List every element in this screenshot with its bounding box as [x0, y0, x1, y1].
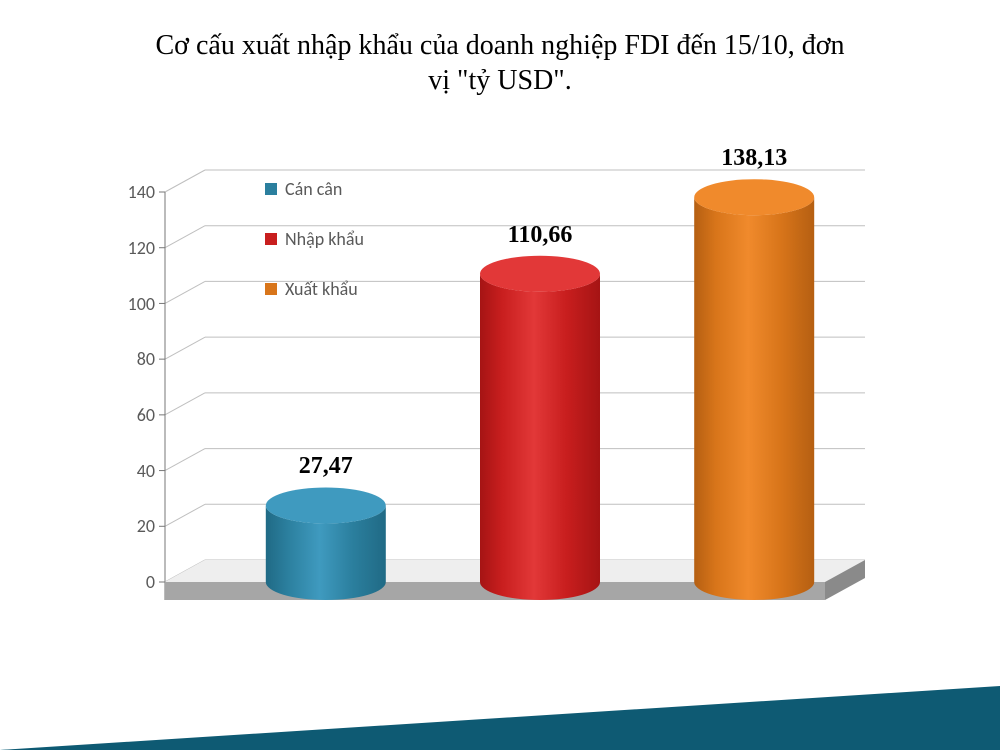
chart-title: Cơ cấu xuất nhập khẩu của doanh nghiệp F… — [0, 28, 1000, 98]
legend-label: Nhập khẩu — [285, 228, 364, 250]
title-line-1: Cơ cấu xuất nhập khẩu của doanh nghiệp F… — [155, 30, 844, 61]
slide: Cơ cấu xuất nhập khẩu của doanh nghiệp F… — [0, 0, 1000, 750]
legend: Cán cân Nhập khẩu Xuất khẩu — [265, 178, 364, 328]
y-tick-label: 60 — [110, 404, 155, 426]
bar-value-label: 27,47 — [266, 453, 386, 480]
legend-item: Cán cân — [265, 178, 364, 200]
title-line-2: vị "tỷ USD". — [428, 65, 571, 96]
y-tick-label: 140 — [110, 181, 155, 203]
decorative-corner — [0, 670, 1000, 750]
bar-value-label: 110,66 — [480, 222, 600, 249]
legend-label: Cán cân — [285, 178, 342, 200]
legend-swatch — [265, 283, 277, 295]
legend-item: Nhập khẩu — [265, 228, 364, 250]
y-tick-label: 20 — [110, 515, 155, 537]
legend-swatch — [265, 233, 277, 245]
y-tick-label: 100 — [110, 293, 155, 315]
y-tick-label: 0 — [110, 571, 155, 593]
y-tick-label: 120 — [110, 237, 155, 259]
y-tick-label: 40 — [110, 460, 155, 482]
chart-area: 0 20 40 60 80 100 120 140 Cán cân Nhập khẩu Xuất … — [95, 160, 895, 630]
legend-label: Xuất khẩu — [285, 278, 358, 300]
legend-swatch — [265, 183, 277, 195]
legend-item: Xuất khẩu — [265, 278, 364, 300]
y-tick-label: 80 — [110, 348, 155, 370]
bar-value-label: 138,13 — [694, 145, 814, 172]
